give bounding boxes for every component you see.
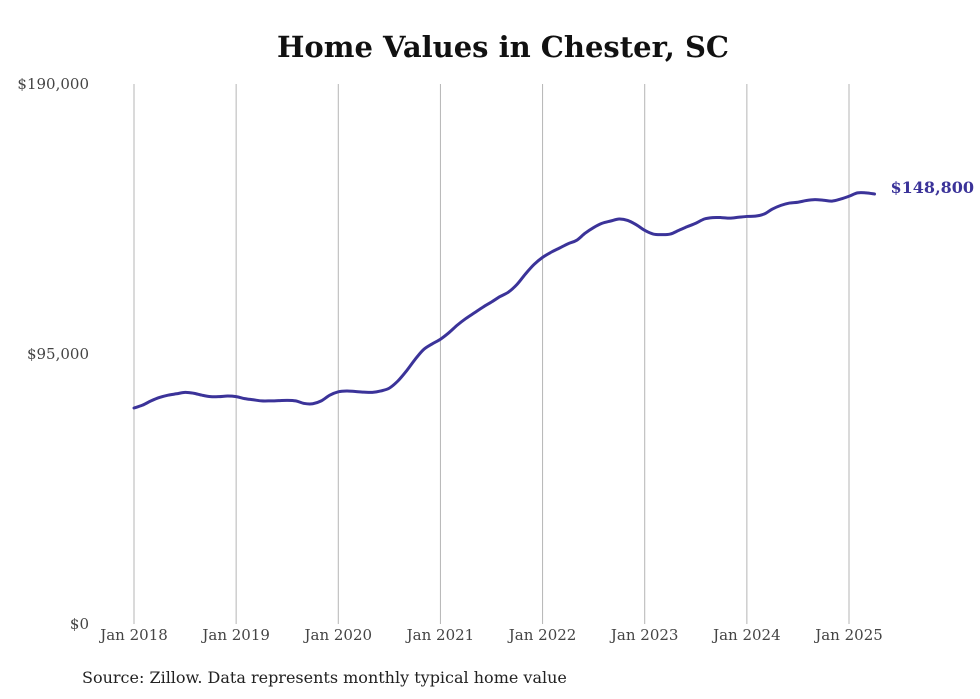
y-tick-label: $190,000: [17, 75, 89, 93]
x-tick-label: Jan 2021: [405, 626, 475, 644]
chart-title: Home Values in Chester, SC: [277, 30, 729, 64]
y-tick-label: $95,000: [27, 345, 89, 363]
x-tick-label: Jan 2018: [98, 626, 168, 644]
y-tick-label: $0: [70, 615, 89, 633]
source-note: Source: Zillow. Data represents monthly …: [82, 668, 567, 687]
x-tick-label: Jan 2022: [507, 626, 577, 644]
series-line: [132, 191, 877, 410]
x-tick-label: Jan 2024: [711, 626, 781, 644]
x-tick-label: Jan 2020: [303, 626, 373, 644]
end-value-label: $148,800: [891, 178, 975, 197]
x-tick-label: Jan 2023: [609, 626, 679, 644]
x-tick-label: Jan 2019: [200, 626, 270, 644]
x-tick-label: Jan 2025: [813, 626, 883, 644]
